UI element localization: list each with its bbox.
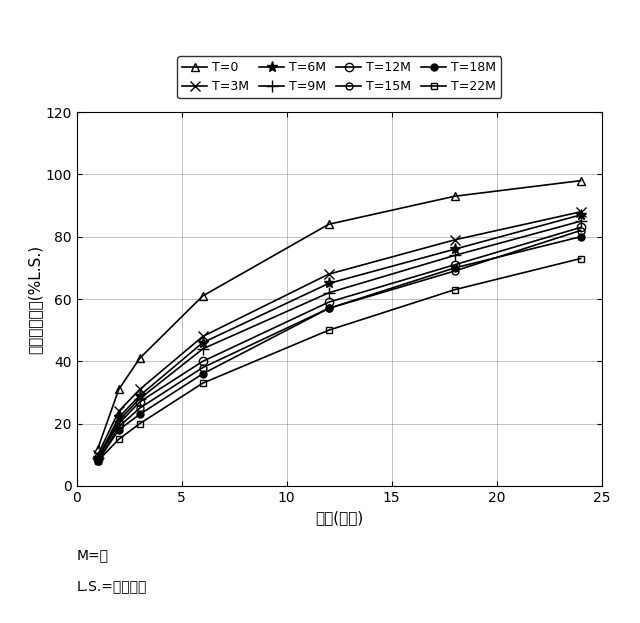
T=18M [136,411,143,418]
T=22M [94,457,102,465]
T=22M [136,420,143,427]
T=12M [136,398,143,406]
T=18M [115,426,123,434]
T=12M [94,454,102,462]
T=15M [199,364,207,371]
T=22M [451,286,458,293]
T=22M [199,379,207,387]
T=3M [199,333,207,340]
T=3M [325,270,333,278]
T=9M [451,252,458,259]
T=18M [451,264,458,272]
Legend: T=0, T=3M, T=6M, T=9M, T=12M, T=15M, T=18M, T=22M: T=0, T=3M, T=6M, T=9M, T=12M, T=15M, T=1… [177,56,501,98]
T=9M [115,417,123,424]
T=3M [136,386,143,393]
T=0 [577,177,584,184]
T=6M [115,414,123,421]
T=15M [451,267,458,275]
T=0 [94,445,102,452]
T=0 [136,354,143,362]
T=22M [577,255,584,262]
T=9M [577,217,584,225]
T=9M [94,454,102,462]
T=12M [325,298,333,306]
Line: T=9M: T=9M [92,216,586,464]
T=12M [451,261,458,269]
Line: T=12M: T=12M [93,223,585,462]
T=6M [199,339,207,346]
Line: T=15M: T=15M [94,227,584,465]
T=15M [577,227,584,234]
T=12M [199,358,207,365]
T=22M [115,435,123,443]
T=18M [325,305,333,312]
T=3M [115,407,123,415]
T=0 [199,292,207,300]
T=9M [325,289,333,297]
T=6M [136,392,143,399]
T=15M [94,457,102,465]
T=9M [136,395,143,402]
X-axis label: 時間(時間): 時間(時間) [315,510,364,525]
T=3M [94,451,102,459]
T=18M [199,370,207,378]
Line: T=18M: T=18M [94,233,584,465]
T=22M [325,326,333,334]
Text: L.S.=標識強度: L.S.=標識強度 [77,579,147,593]
T=15M [115,423,123,430]
T=0 [115,386,123,393]
T=12M [115,420,123,427]
T=6M [577,211,584,219]
Y-axis label: 累積薬物放出(%L.S.): 累積薬物放出(%L.S.) [28,244,43,354]
Line: T=3M: T=3M [93,207,586,460]
T=18M [577,233,584,240]
T=12M [577,224,584,231]
T=6M [451,245,458,253]
Line: T=6M: T=6M [92,209,586,464]
T=15M [136,404,143,412]
T=3M [577,208,584,216]
Line: T=22M: T=22M [94,255,584,465]
T=3M [451,236,458,244]
Text: M=月: M=月 [77,548,109,562]
T=9M [199,345,207,353]
T=15M [325,305,333,312]
T=0 [451,193,458,200]
T=18M [94,457,102,465]
T=6M [325,280,333,287]
T=6M [94,454,102,462]
Line: T=0: T=0 [93,176,585,453]
T=0 [325,221,333,228]
